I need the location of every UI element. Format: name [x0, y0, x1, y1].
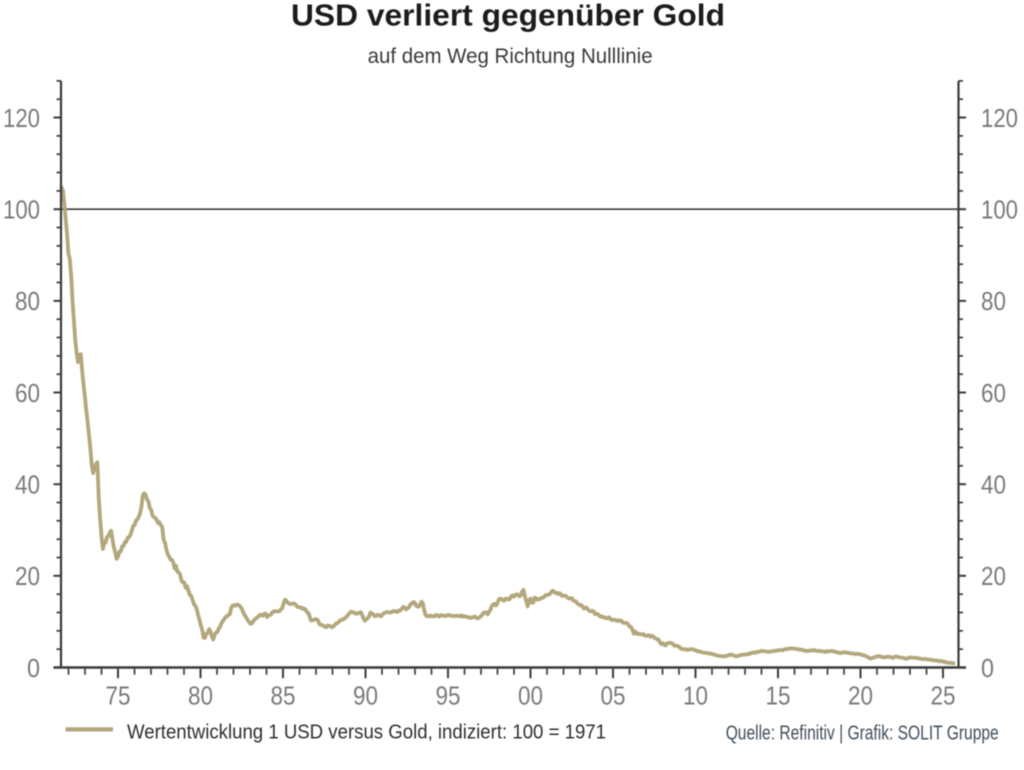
svg-text:60: 60 — [981, 378, 1006, 408]
svg-text:Quelle: Refinitiv | Grafik: SO: Quelle: Refinitiv | Grafik: SOLIT Gruppe — [726, 722, 999, 744]
svg-text:85: 85 — [271, 680, 296, 710]
svg-text:95: 95 — [436, 680, 461, 710]
svg-text:120: 120 — [3, 103, 40, 133]
svg-text:15: 15 — [766, 680, 791, 710]
svg-text:80: 80 — [981, 286, 1006, 316]
svg-text:0: 0 — [27, 653, 40, 683]
svg-text:20: 20 — [848, 680, 873, 710]
svg-text:100: 100 — [981, 195, 1018, 225]
svg-text:120: 120 — [981, 103, 1018, 133]
svg-text:60: 60 — [15, 378, 40, 408]
svg-text:75: 75 — [106, 680, 131, 710]
svg-text:05: 05 — [601, 680, 626, 710]
svg-text:100: 100 — [3, 195, 40, 225]
svg-text:40: 40 — [981, 470, 1006, 500]
svg-text:0: 0 — [981, 653, 994, 683]
svg-text:Wertentwicklung 1 USD versus G: Wertentwicklung 1 USD versus Gold, indiz… — [127, 721, 606, 744]
svg-text:10: 10 — [683, 680, 708, 710]
svg-text:20: 20 — [15, 561, 40, 591]
svg-text:40: 40 — [15, 470, 40, 500]
svg-text:20: 20 — [981, 561, 1006, 591]
svg-text:90: 90 — [353, 680, 378, 710]
svg-text:25: 25 — [931, 680, 956, 710]
svg-text:80: 80 — [15, 286, 40, 316]
svg-text:80: 80 — [188, 680, 213, 710]
svg-text:USD verliert gegenüber Gold: USD verliert gegenüber Gold — [291, 0, 725, 33]
svg-text:00: 00 — [518, 680, 543, 710]
svg-text:auf dem Weg Richtung Nulllinie: auf dem Weg Richtung Nulllinie — [368, 45, 653, 68]
